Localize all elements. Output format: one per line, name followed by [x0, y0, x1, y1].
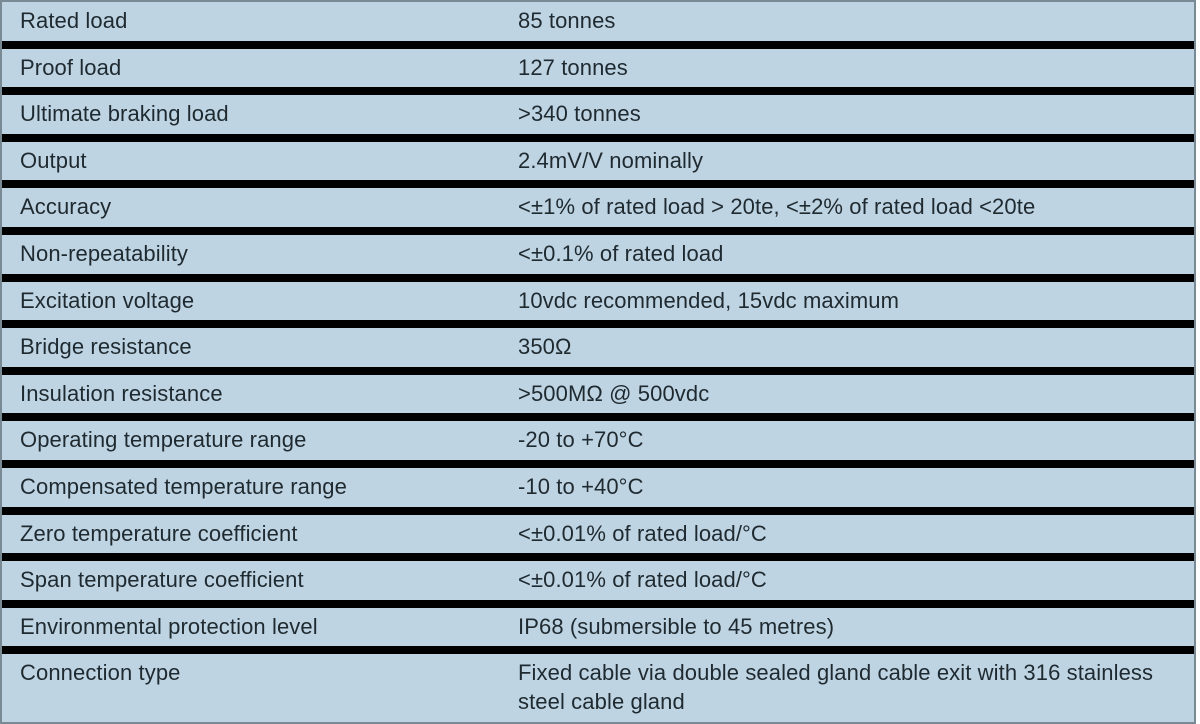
- spec-label: Proof load: [2, 49, 500, 88]
- spec-value: IP68 (submersible to 45 metres): [500, 608, 1194, 647]
- spec-value: 10vdc recommended, 15vdc maximum: [500, 282, 1194, 321]
- spec-value: -20 to +70°C: [500, 421, 1194, 460]
- table-row: Rated load85 tonnes: [2, 2, 1194, 41]
- spec-label: Output: [2, 142, 500, 181]
- table-row: Environmental protection levelIP68 (subm…: [2, 608, 1194, 647]
- table-row: Accuracy<±1% of rated load > 20te, <±2% …: [2, 188, 1194, 227]
- spec-label: Bridge resistance: [2, 328, 500, 367]
- table-row: Zero temperature coefficient<±0.01% of r…: [2, 515, 1194, 554]
- row-separator: [2, 41, 1194, 49]
- row-separator: [2, 553, 1194, 561]
- spec-table: Rated load85 tonnesProof load127 tonnesU…: [2, 2, 1194, 722]
- spec-label: Connection type: [2, 654, 500, 693]
- spec-label: Non-repeatability: [2, 235, 500, 274]
- table-row: Operating temperature range-20 to +70°C: [2, 421, 1194, 460]
- spec-label: Compensated temperature range: [2, 468, 500, 507]
- table-row: Bridge resistance350Ω: [2, 328, 1194, 367]
- spec-label: Excitation voltage: [2, 282, 500, 321]
- table-row: Compensated temperature range-10 to +40°…: [2, 468, 1194, 507]
- spec-value: 350Ω: [500, 328, 1194, 367]
- row-separator: [2, 227, 1194, 235]
- row-separator: [2, 274, 1194, 282]
- row-separator: [2, 367, 1194, 375]
- spec-value: >340 tonnes: [500, 95, 1194, 134]
- row-separator: [2, 180, 1194, 188]
- table-row: Ultimate braking load>340 tonnes: [2, 95, 1194, 134]
- spec-value: 127 tonnes: [500, 49, 1194, 88]
- spec-value: 85 tonnes: [500, 2, 1194, 41]
- table-row: Insulation resistance>500MΩ @ 500vdc: [2, 375, 1194, 414]
- spec-label: Accuracy: [2, 188, 500, 227]
- spec-label: Environmental protection level: [2, 608, 500, 647]
- spec-table-wrapper: Rated load85 tonnesProof load127 tonnesU…: [0, 0, 1196, 724]
- spec-value: <±1% of rated load > 20te, <±2% of rated…: [500, 188, 1194, 227]
- spec-value: -10 to +40°C: [500, 468, 1194, 507]
- spec-value: 2.4mV/V nominally: [500, 142, 1194, 181]
- spec-label: Ultimate braking load: [2, 95, 500, 134]
- row-separator: [2, 646, 1194, 654]
- spec-value: Fixed cable via double sealed gland cabl…: [500, 654, 1194, 721]
- table-row: Connection typeFixed cable via double se…: [2, 654, 1194, 721]
- row-separator: [2, 507, 1194, 515]
- spec-label: Zero temperature coefficient: [2, 515, 500, 554]
- table-row: Proof load127 tonnes: [2, 49, 1194, 88]
- spec-label: Rated load: [2, 2, 500, 41]
- spec-value: <±0.01% of rated load/°C: [500, 561, 1194, 600]
- spec-value: >500MΩ @ 500vdc: [500, 375, 1194, 414]
- spec-label: Operating temperature range: [2, 421, 500, 460]
- row-separator: [2, 460, 1194, 468]
- spec-label: Span temperature coefficient: [2, 561, 500, 600]
- spec-value: <±0.01% of rated load/°C: [500, 515, 1194, 554]
- row-separator: [2, 87, 1194, 95]
- spec-value: <±0.1% of rated load: [500, 235, 1194, 274]
- row-separator: [2, 320, 1194, 328]
- table-row: Output2.4mV/V nominally: [2, 142, 1194, 181]
- spec-label: Insulation resistance: [2, 375, 500, 414]
- row-separator: [2, 413, 1194, 421]
- row-separator: [2, 134, 1194, 142]
- row-separator: [2, 600, 1194, 608]
- table-row: Non-repeatability<±0.1% of rated load: [2, 235, 1194, 274]
- table-row: Span temperature coefficient<±0.01% of r…: [2, 561, 1194, 600]
- table-row: Excitation voltage10vdc recommended, 15v…: [2, 282, 1194, 321]
